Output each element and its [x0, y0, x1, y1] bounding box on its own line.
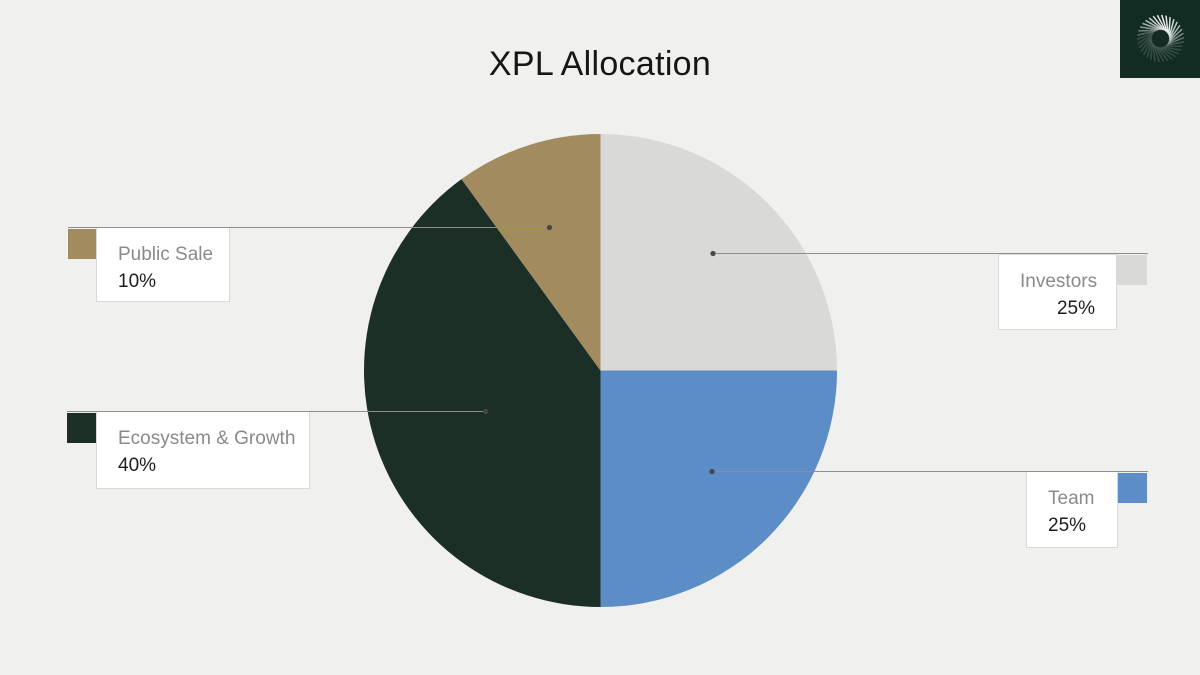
- callout-label-investors: Investors: [1020, 271, 1098, 292]
- logo-spiral-stroke: [1165, 41, 1184, 47]
- logo-spiral-stroke: [1155, 46, 1169, 62]
- logo-spiral-stroke: [1142, 22, 1160, 31]
- logo-spiral-stroke: [1139, 26, 1159, 31]
- callout-ecosystem-growth: Ecosystem & Growth 40%: [96, 411, 310, 489]
- logo-spiral-stroke: [1159, 46, 1176, 58]
- callout-investors: Investors 25%: [998, 254, 1117, 330]
- pie-slice-team: [600, 370, 837, 607]
- logo-spiral-stroke: [1168, 18, 1175, 38]
- logo-spiral-stroke: [1168, 21, 1178, 39]
- logo-spiral-stroke: [1152, 15, 1166, 31]
- callout-label-team: Team: [1048, 488, 1095, 509]
- logo-spiral-stroke: [1137, 30, 1156, 36]
- logo-spiral-stroke: [1168, 24, 1181, 41]
- callout-value-investors: 25%: [1056, 298, 1095, 319]
- callout-public-sale: Public Sale 10%: [96, 227, 230, 302]
- brand-logo: [1120, 0, 1200, 78]
- logo-spiral-stroke: [1165, 15, 1169, 34]
- callout-value-team: 25%: [1048, 515, 1087, 536]
- legend-swatch-public-sale: [68, 229, 98, 259]
- logo-spiral-stroke: [1168, 16, 1171, 36]
- logo-spiral-stroke: [1145, 19, 1162, 31]
- logo-spiral-stroke: [1152, 43, 1156, 62]
- legend-swatch-investors: [1117, 255, 1147, 285]
- logo-spiral-stroke: [1146, 39, 1153, 59]
- logo-spiral-stroke: [1136, 31, 1155, 41]
- callout-label-public-sale: Public Sale: [118, 244, 214, 265]
- logo-spiral-stroke: [1153, 44, 1161, 63]
- logo-spiral-stroke: [1161, 46, 1179, 55]
- logo-spiral-stroke: [1150, 41, 1153, 61]
- legend-swatch-team: [1117, 473, 1147, 503]
- callout-value-public-sale: 10%: [118, 271, 157, 292]
- page-title: XPL Allocation: [488, 45, 712, 83]
- logo-spiral-stroke: [1162, 46, 1182, 51]
- logo-spiral-stroke: [1160, 14, 1168, 33]
- logo-spiral-stroke: [1157, 46, 1173, 60]
- callout-team: Team 25%: [1026, 471, 1118, 548]
- logo-spiral-stroke: [1167, 32, 1184, 44]
- legend-swatch-ecosystem-growth: [67, 413, 97, 443]
- logo-spiral-stroke: [1148, 17, 1164, 31]
- logo-spiral-stroke: [1137, 33, 1154, 45]
- pie-slice-public-sale: [461, 134, 601, 371]
- callout-label-ecosystem-growth: Ecosystem & Growth: [118, 428, 296, 449]
- logo-spiral-stroke: [1143, 38, 1153, 56]
- pie-chart: [364, 134, 837, 607]
- logo-spiral-stroke: [1138, 34, 1153, 49]
- spiral-vortex-logo-icon: [1136, 14, 1185, 63]
- logo-spiral-stroke: [1168, 28, 1183, 43]
- logo-spiral-stroke: [1156, 14, 1167, 32]
- logo-spiral-stroke: [1166, 36, 1185, 46]
- logo-spiral-stroke: [1140, 36, 1153, 53]
- pie-slice-investors: [600, 134, 837, 371]
- callout-value-ecosystem-growth: 40%: [118, 455, 157, 476]
- logo-spiral-stroke: [1154, 45, 1165, 63]
- pie-slice-ecosystem-growth: [364, 179, 601, 607]
